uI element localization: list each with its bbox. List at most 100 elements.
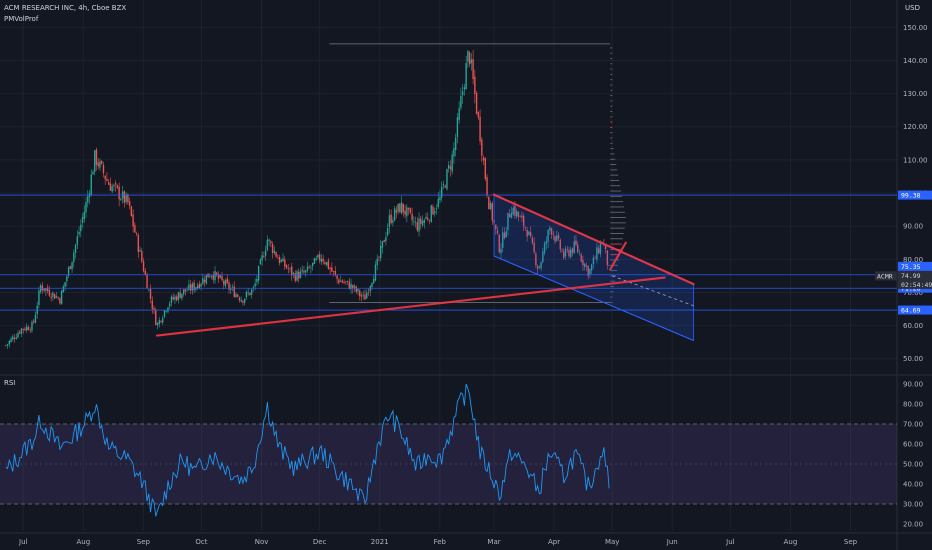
date-tick-label: Sep xyxy=(137,538,151,546)
candle-body xyxy=(502,232,504,248)
candle-body xyxy=(325,262,328,266)
candle-body xyxy=(362,294,364,296)
candle-body xyxy=(383,240,385,243)
candle-body xyxy=(597,248,600,254)
candle-body xyxy=(139,249,141,252)
candle-body xyxy=(536,265,539,269)
candle-body xyxy=(364,294,366,300)
candle-body xyxy=(109,183,112,191)
candle-body xyxy=(554,236,556,242)
candle-body xyxy=(144,270,147,275)
candle-body xyxy=(104,175,106,180)
candle-body xyxy=(216,272,218,276)
candle-body xyxy=(175,296,178,301)
indicator-label: PMVolProf xyxy=(4,15,39,23)
candle-body xyxy=(134,224,136,233)
candle-body xyxy=(446,169,448,190)
candle-body xyxy=(50,296,52,298)
candle-body xyxy=(179,292,181,298)
candle-body xyxy=(420,218,422,224)
candle-body xyxy=(296,271,298,281)
candle-body xyxy=(388,215,391,228)
candle-body xyxy=(521,215,523,218)
date-tick-label: Nov xyxy=(255,538,269,546)
candle-body xyxy=(305,270,307,273)
candle-body xyxy=(298,271,300,279)
candle-body xyxy=(460,95,462,108)
candle-body xyxy=(510,212,513,219)
candle-body xyxy=(69,266,72,269)
candle-body xyxy=(20,328,23,334)
candle-body xyxy=(522,215,525,227)
price-tag-64: 64.69 xyxy=(901,307,921,315)
candle-body xyxy=(71,261,73,270)
symbol-tag: ACMR xyxy=(877,272,893,280)
candle-body xyxy=(589,268,591,275)
candle-body xyxy=(583,263,586,267)
candle-body xyxy=(447,164,450,169)
candles-group xyxy=(5,50,610,350)
candle-body xyxy=(399,203,401,213)
candle-body xyxy=(8,341,10,345)
candle-body xyxy=(125,194,127,203)
candle-body xyxy=(491,203,493,221)
candle-body xyxy=(381,241,384,248)
last-price-tag-bg xyxy=(898,270,932,289)
candle-body xyxy=(158,320,160,325)
candle-body xyxy=(64,282,66,287)
projection-dashed-line xyxy=(612,275,694,307)
candle-body xyxy=(130,206,133,216)
candle-body xyxy=(392,220,394,223)
candle-body xyxy=(212,275,215,280)
candle-body xyxy=(359,290,361,297)
candle-body xyxy=(224,280,227,287)
candle-body xyxy=(434,211,436,214)
candle-body xyxy=(366,292,368,299)
candle-body xyxy=(376,258,378,265)
candle-body xyxy=(12,336,14,340)
candle-body xyxy=(120,199,122,200)
candle-body xyxy=(437,198,439,208)
candle-body xyxy=(294,273,296,281)
candle-body xyxy=(585,265,588,267)
candle-body xyxy=(85,202,87,213)
candle-body xyxy=(341,280,344,283)
candle-body xyxy=(261,255,263,261)
candle-body xyxy=(214,270,216,281)
candle-body xyxy=(474,76,476,95)
price-tag-99-bg xyxy=(898,190,932,200)
candle-body xyxy=(271,244,274,253)
candle-body xyxy=(416,222,419,231)
candle-body xyxy=(439,196,441,201)
date-tick-label: 2021 xyxy=(371,538,389,546)
candle-body xyxy=(456,117,459,137)
candle-body xyxy=(46,287,49,292)
candle-body xyxy=(221,275,223,280)
candle-body xyxy=(542,251,544,262)
candle-body xyxy=(367,292,370,294)
price-tick-label: 130.00 xyxy=(903,90,928,98)
rsi-tick-label: 90.00 xyxy=(903,381,923,389)
candle-body xyxy=(266,239,269,251)
date-tick-label: Mar xyxy=(487,538,500,546)
candle-body xyxy=(451,154,453,172)
candle-body xyxy=(67,267,70,276)
price-tick-label: 70.00 xyxy=(903,289,923,297)
candle-body xyxy=(174,296,176,300)
countdown-tag: 02:54:49 xyxy=(901,281,932,289)
candle-body xyxy=(29,330,31,331)
candle-body xyxy=(80,224,82,232)
candle-body xyxy=(580,254,582,262)
candle-body xyxy=(153,308,155,310)
candle-body xyxy=(449,166,452,170)
candle-body xyxy=(503,232,506,239)
candle-body xyxy=(550,228,553,235)
candle-body xyxy=(273,250,276,253)
candle-body xyxy=(507,212,509,230)
candle-body xyxy=(559,239,561,250)
price-tag-99: 99.38 xyxy=(901,192,921,200)
candle-body xyxy=(243,298,246,303)
candle-body xyxy=(533,242,535,253)
rsi-tick-label: 20.00 xyxy=(903,521,923,529)
